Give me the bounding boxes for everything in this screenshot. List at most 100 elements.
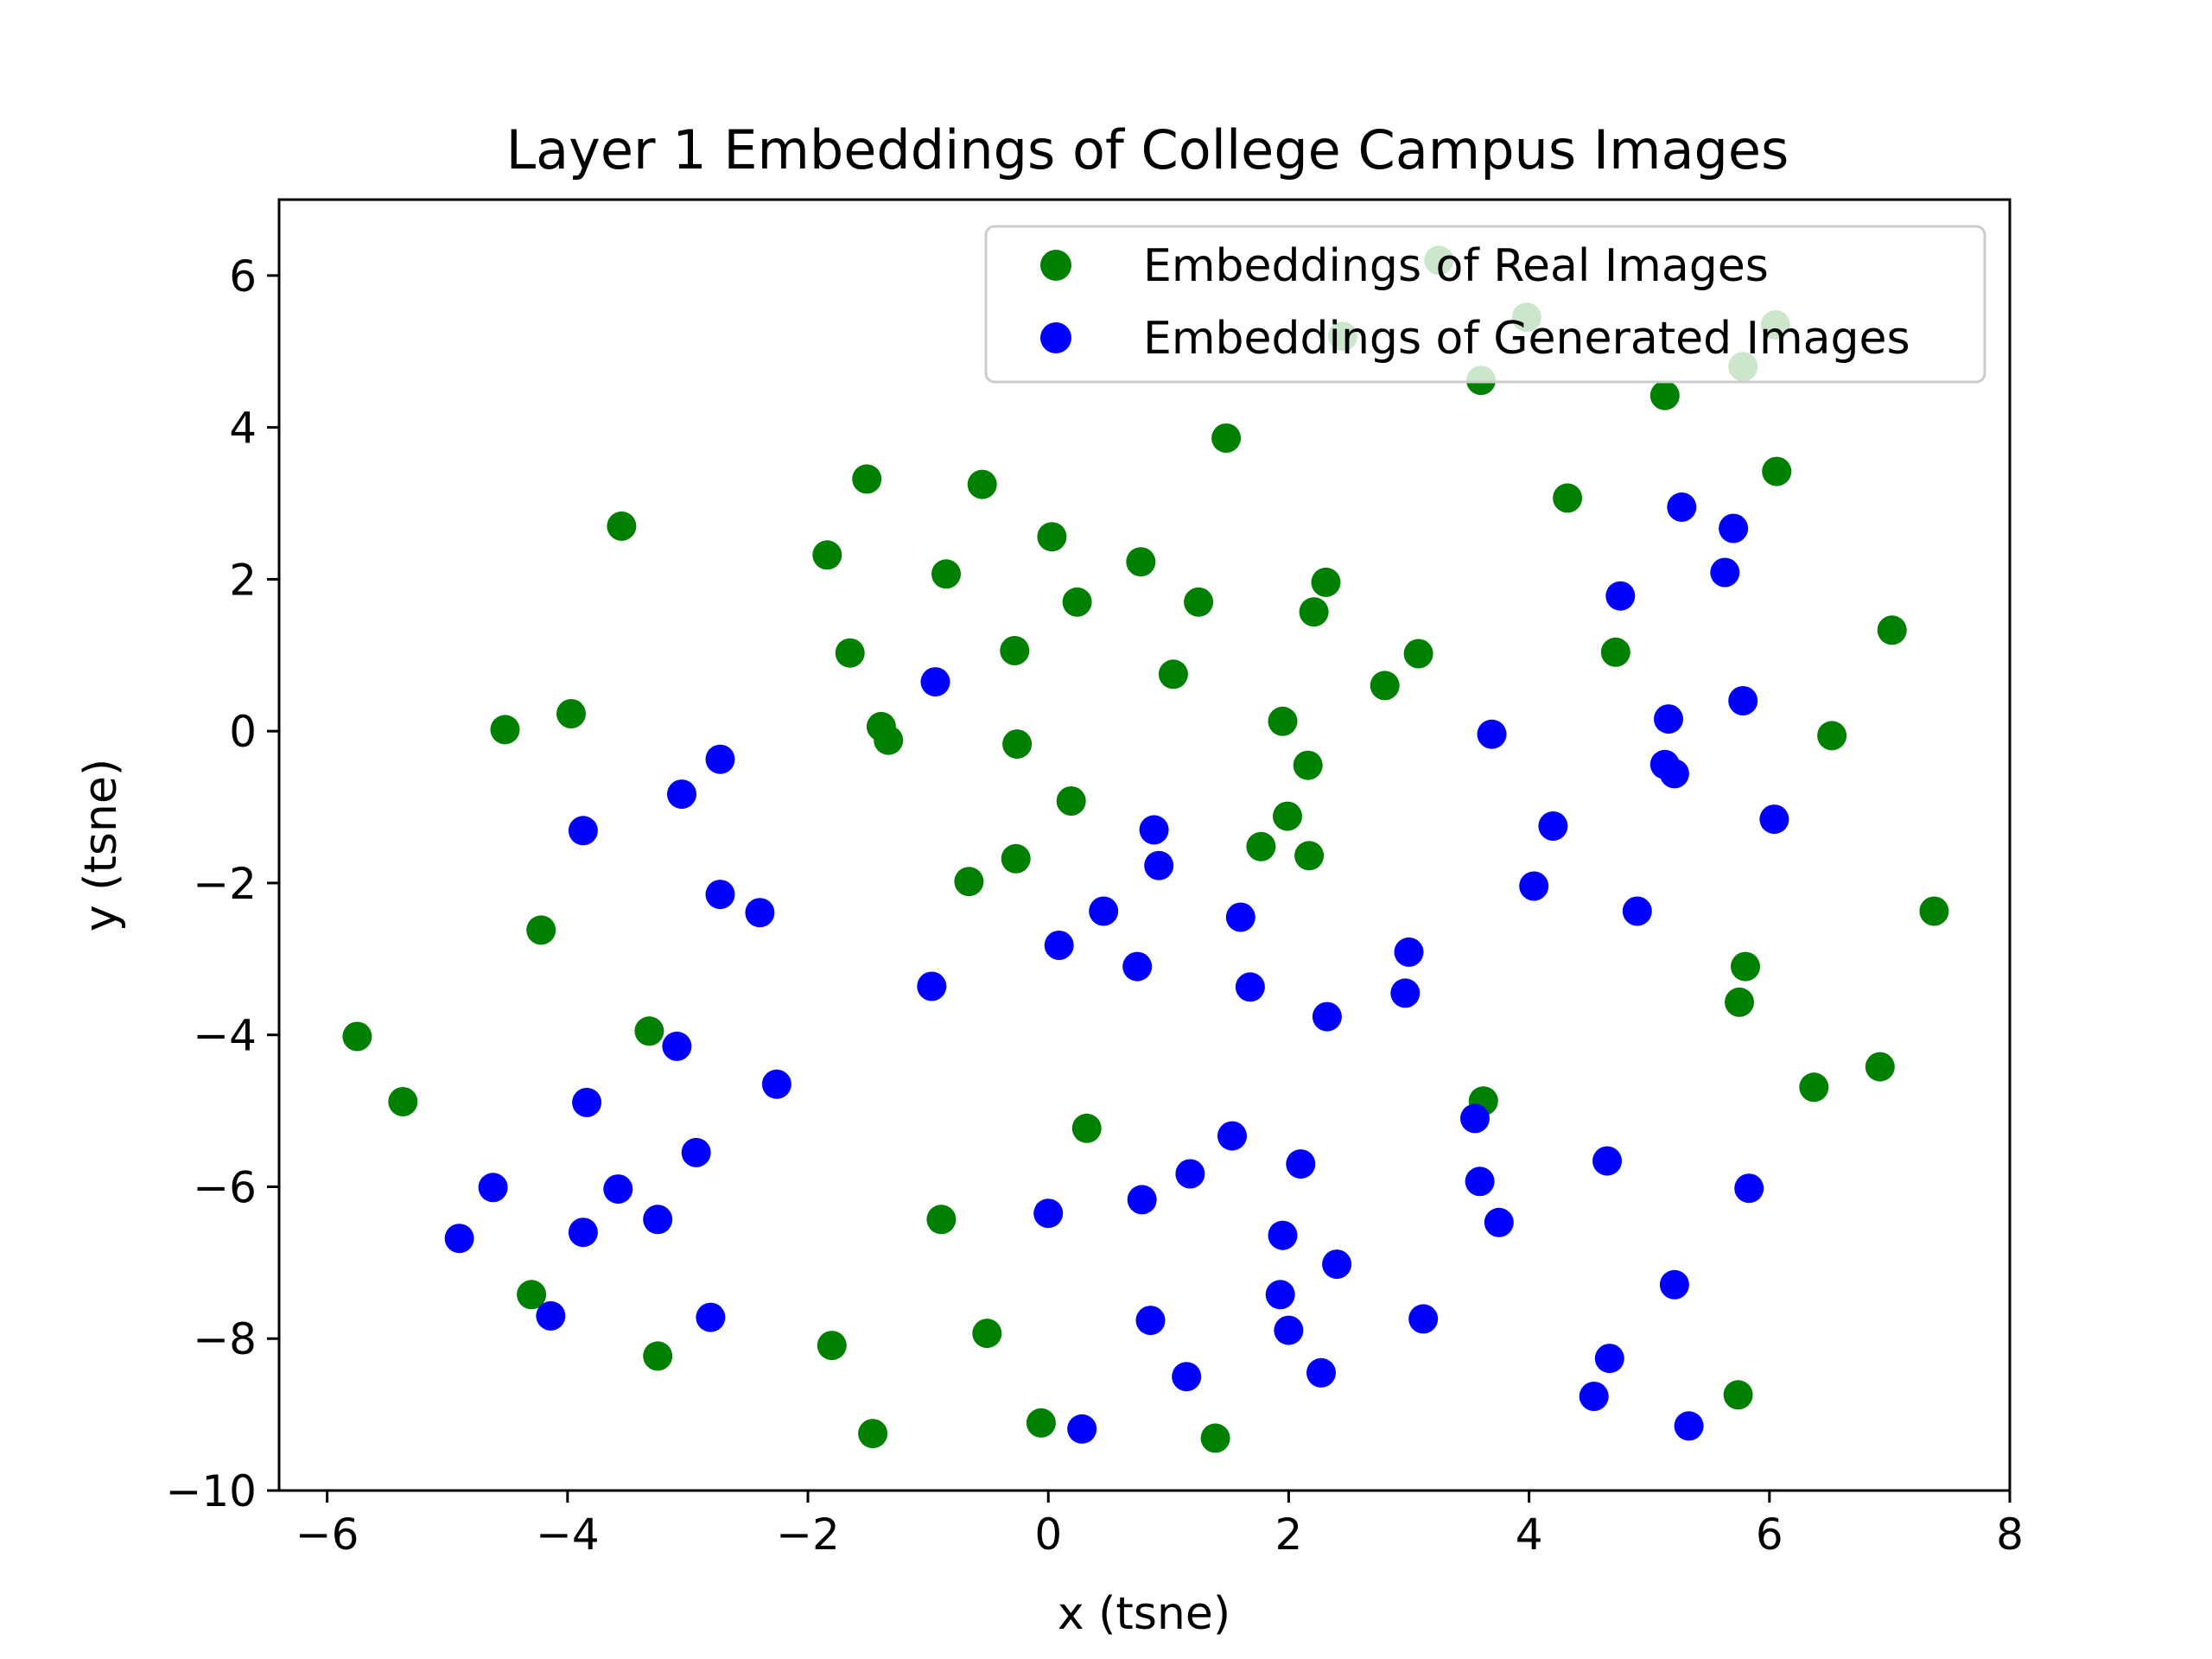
- real-point-49: [388, 1087, 418, 1116]
- real-point-12: [607, 511, 637, 541]
- y-tick-label: −6: [193, 1162, 257, 1212]
- y-tick-label: −4: [193, 1011, 257, 1061]
- generated-point-51: [1659, 1269, 1689, 1300]
- generated-point-48: [444, 1224, 474, 1254]
- real-point-29: [490, 715, 520, 745]
- real-point-11: [1553, 483, 1583, 513]
- generated-point-33: [1460, 1103, 1490, 1134]
- generated-point-45: [643, 1205, 673, 1235]
- generated-point-10: [705, 744, 735, 774]
- generated-point-13: [1759, 804, 1789, 835]
- generated-point-26: [917, 971, 947, 1001]
- generated-point-3: [1710, 557, 1740, 588]
- generated-point-9: [1659, 759, 1689, 789]
- generated-point-53: [536, 1300, 566, 1331]
- x-axis-ticks: −6 −4 −2 0 2 4 6 8: [296, 1491, 2024, 1560]
- real-point-59: [858, 1419, 888, 1449]
- generated-point-0: [1667, 492, 1697, 522]
- generated-point-62: [1067, 1414, 1097, 1444]
- plot-area: [279, 200, 2010, 1491]
- generated-point-57: [1274, 1315, 1304, 1345]
- real-point-39: [1294, 841, 1325, 871]
- real-point-22: [1000, 636, 1030, 665]
- generated-point-15: [1139, 815, 1169, 845]
- real-point-17: [1311, 567, 1341, 597]
- generated-point-63: [1674, 1411, 1704, 1441]
- chart-title: Layer 1 Embeddings of College Campus Ima…: [506, 118, 1789, 181]
- generated-point-58: [1594, 1344, 1624, 1374]
- real-point-19: [1184, 587, 1214, 617]
- y-tick-label: −8: [193, 1314, 257, 1364]
- generated-point-37: [1592, 1146, 1622, 1176]
- real-point-35: [1293, 750, 1323, 780]
- generated-point-59: [1306, 1357, 1336, 1388]
- generated-point-29: [1312, 1001, 1342, 1032]
- real-point-20: [1299, 597, 1329, 627]
- real-point-40: [1001, 843, 1031, 874]
- generated-point-35: [681, 1137, 711, 1167]
- generated-point-27: [1235, 972, 1265, 1002]
- real-point-10: [1762, 456, 1792, 486]
- y-tick-label: 0: [229, 707, 257, 757]
- real-point-38: [1246, 831, 1276, 861]
- generated-point-38: [1175, 1159, 1205, 1189]
- generated-point-44: [1033, 1198, 1064, 1229]
- x-tick-label: 0: [1034, 1510, 1062, 1560]
- generated-point-21: [1089, 896, 1119, 926]
- x-axis-label: x (tsne): [1058, 1588, 1230, 1640]
- real-point-41: [954, 867, 984, 897]
- real-point-24: [1600, 637, 1630, 667]
- y-tick-label: 2: [229, 555, 257, 605]
- y-tick-label: −2: [193, 859, 257, 909]
- real-point-44: [1731, 951, 1760, 982]
- real-point-36: [1056, 786, 1086, 816]
- real-point-25: [1877, 615, 1907, 645]
- legend-marker-generated: [1040, 322, 1071, 353]
- real-point-58: [1723, 1380, 1753, 1410]
- generated-point-16: [1144, 850, 1174, 880]
- generated-point-36: [1286, 1149, 1316, 1179]
- generated-point-56: [1408, 1304, 1439, 1334]
- generated-point-4: [920, 667, 950, 697]
- generated-point-2: [1605, 581, 1636, 611]
- generated-point-32: [572, 1087, 602, 1117]
- generated-point-5: [1728, 686, 1758, 715]
- generated-point-31: [761, 1069, 791, 1099]
- generated-point-7: [1477, 719, 1507, 749]
- real-point-56: [817, 1331, 847, 1361]
- real-point-60: [1026, 1408, 1056, 1438]
- x-tick-label: 8: [1996, 1510, 2024, 1560]
- generated-point-61: [1579, 1382, 1609, 1411]
- legend-marker-real: [1040, 250, 1071, 281]
- real-point-54: [517, 1280, 547, 1310]
- y-tick-label: −10: [165, 1466, 257, 1516]
- y-tick-label: 6: [229, 251, 257, 302]
- x-tick-label: 2: [1275, 1510, 1303, 1560]
- legend-label-real: Embeddings of Real Images: [1143, 240, 1769, 292]
- x-tick-label: 6: [1756, 1510, 1783, 1560]
- real-point-43: [526, 915, 556, 945]
- x-tick-label: −4: [536, 1510, 600, 1560]
- real-point-27: [1370, 671, 1400, 701]
- real-point-6: [1649, 380, 1680, 410]
- real-point-45: [1725, 987, 1754, 1017]
- generated-point-54: [696, 1302, 726, 1332]
- generated-point-60: [1172, 1362, 1202, 1392]
- real-point-18: [1062, 587, 1092, 617]
- generated-point-23: [1044, 931, 1074, 960]
- real-point-42: [1919, 896, 1949, 926]
- real-point-7: [1211, 423, 1242, 453]
- generated-point-50: [1322, 1249, 1352, 1280]
- generated-point-6: [1654, 704, 1683, 734]
- generated-point-14: [1538, 811, 1568, 841]
- real-point-32: [874, 725, 904, 755]
- generated-point-25: [1122, 951, 1153, 982]
- generated-point-42: [1734, 1173, 1764, 1204]
- real-point-46: [634, 1016, 664, 1046]
- real-point-55: [643, 1341, 673, 1371]
- real-point-48: [1865, 1052, 1895, 1082]
- real-point-21: [835, 638, 865, 668]
- generated-point-30: [662, 1031, 692, 1061]
- real-point-37: [1273, 801, 1302, 831]
